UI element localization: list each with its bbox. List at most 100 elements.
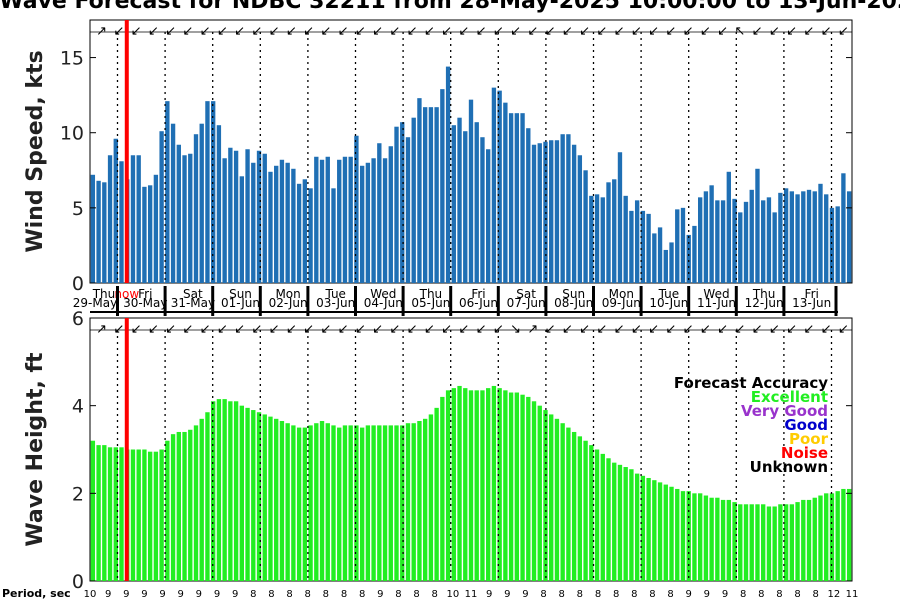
wind-bar [801, 191, 806, 283]
period-value: 9 [704, 589, 710, 600]
wind-bar [319, 159, 325, 283]
wind-bar [239, 176, 244, 283]
period-value: 9 [232, 589, 238, 600]
wind-bar [96, 180, 101, 283]
direction-arrow: ↙ [131, 24, 142, 39]
period-value: 9 [123, 589, 129, 600]
date-label: 09-Jun [602, 296, 641, 310]
wave-bar [268, 416, 273, 582]
date-label: 30-May [123, 296, 167, 310]
wind-bar [222, 158, 227, 283]
wave-bar [818, 495, 823, 581]
wave-bar [337, 427, 342, 581]
wind-bar [285, 162, 290, 283]
direction-arrow: ↙ [769, 322, 780, 337]
period-value: 11 [465, 589, 478, 600]
period-value: 12 [827, 589, 840, 600]
wind-bar [176, 144, 181, 283]
date-label: 10-Jun [649, 296, 688, 310]
direction-arrow: ↙ [234, 24, 245, 39]
wave-bar [566, 427, 571, 581]
wave-bar [463, 388, 468, 581]
legend-unknown: Unknown [750, 458, 828, 476]
period-value: 9 [377, 589, 383, 600]
direction-arrow: ↙ [683, 24, 694, 39]
wind-bar [474, 122, 479, 283]
wave-bar [308, 425, 313, 581]
wave-bar [176, 431, 181, 581]
period-value: 9 [722, 589, 728, 600]
wind-bar [302, 179, 308, 283]
wind-bar [371, 158, 376, 283]
wave-bar [405, 423, 411, 581]
direction-arrow: ↘ [510, 322, 521, 337]
wind-bar [537, 143, 542, 283]
direction-arrow: ↙ [786, 322, 797, 337]
date-label: 03-Jun [316, 296, 355, 310]
period-title: Period, sec [2, 587, 71, 600]
wave-bar [657, 482, 663, 582]
legend-noise: Noise [781, 444, 828, 462]
wind-bar [279, 159, 285, 283]
direction-arrow: ↙ [614, 24, 625, 39]
wave-height-panel: 0 2 4 6 Wave Height, ft ↗ ↙ ↙ ↙ ↙ ↙ ↙ ↙ ↙ ↙ ↙ ↙ ↙ ↙ ↙ ↙ ↙ ↙ ↙ ↙ ↙… [23, 308, 853, 593]
direction-arrow: ↙ [493, 24, 504, 39]
wave-bar [732, 502, 737, 581]
wind-bar [709, 185, 714, 283]
direction-arrow: ↙ [286, 24, 297, 39]
period-value: 9 [105, 589, 111, 600]
wind-bar [514, 113, 520, 284]
wave-bar [382, 425, 388, 581]
wave-bar [371, 425, 376, 581]
date-label: 04-Jun [364, 296, 403, 310]
direction-arrow: ↙ [665, 24, 676, 39]
wave-bar [130, 449, 136, 581]
wave-bar [686, 491, 691, 581]
date-label: 01-Jun [221, 296, 260, 310]
wind-bar [715, 200, 720, 283]
wave-bar [795, 502, 800, 581]
wind-bar [795, 194, 800, 283]
wave-bar [738, 504, 743, 581]
wave-bar [692, 493, 697, 581]
wave-bar [589, 445, 594, 581]
wave-bar [577, 436, 583, 581]
direction-arrow: ↙ [251, 24, 262, 39]
wind-bar [846, 191, 852, 283]
wave-bar [841, 488, 846, 581]
wind-bar [720, 200, 726, 283]
wave-bar [96, 445, 101, 581]
wave-bar [314, 423, 319, 581]
day-label-strip: nowThu29-MayFri30-MaySat31-MaySun01-JunM… [73, 286, 838, 316]
wave-bar [422, 418, 428, 581]
day-name-label: Fri [805, 287, 819, 301]
wind-bar [411, 117, 416, 283]
y-axis-label: Wind Speed, kts [23, 50, 48, 252]
wave-bar [508, 392, 514, 581]
wave-bar [291, 425, 296, 581]
wave-bar [824, 493, 829, 581]
wave-bar [698, 493, 703, 581]
legend-title: Forecast Accuracy [674, 374, 828, 392]
wind-bar [835, 206, 840, 283]
wave-bar [216, 399, 222, 581]
wave-bar [90, 440, 96, 581]
wind-bar [738, 212, 743, 283]
direction-arrow: ↙ [424, 322, 435, 337]
wind-bar [497, 90, 502, 283]
date-label: 08-Jun [554, 296, 593, 310]
wind-bar [652, 233, 657, 283]
direction-arrow: ↙ [545, 24, 556, 39]
wave-bar [835, 491, 840, 581]
direction-arrow: ↙ [355, 322, 366, 337]
direction-arrow: ↙ [269, 322, 280, 337]
wave-bar [766, 506, 772, 581]
day-name-label: Thu [419, 287, 443, 301]
wave-bar [629, 469, 634, 581]
direction-arrow: ↙ [148, 24, 159, 39]
wave-bar [755, 504, 760, 581]
wind-bar [703, 191, 709, 283]
direction-arrow: ↙ [648, 322, 659, 337]
wave-bar [652, 480, 657, 581]
wave-bar [102, 445, 107, 581]
